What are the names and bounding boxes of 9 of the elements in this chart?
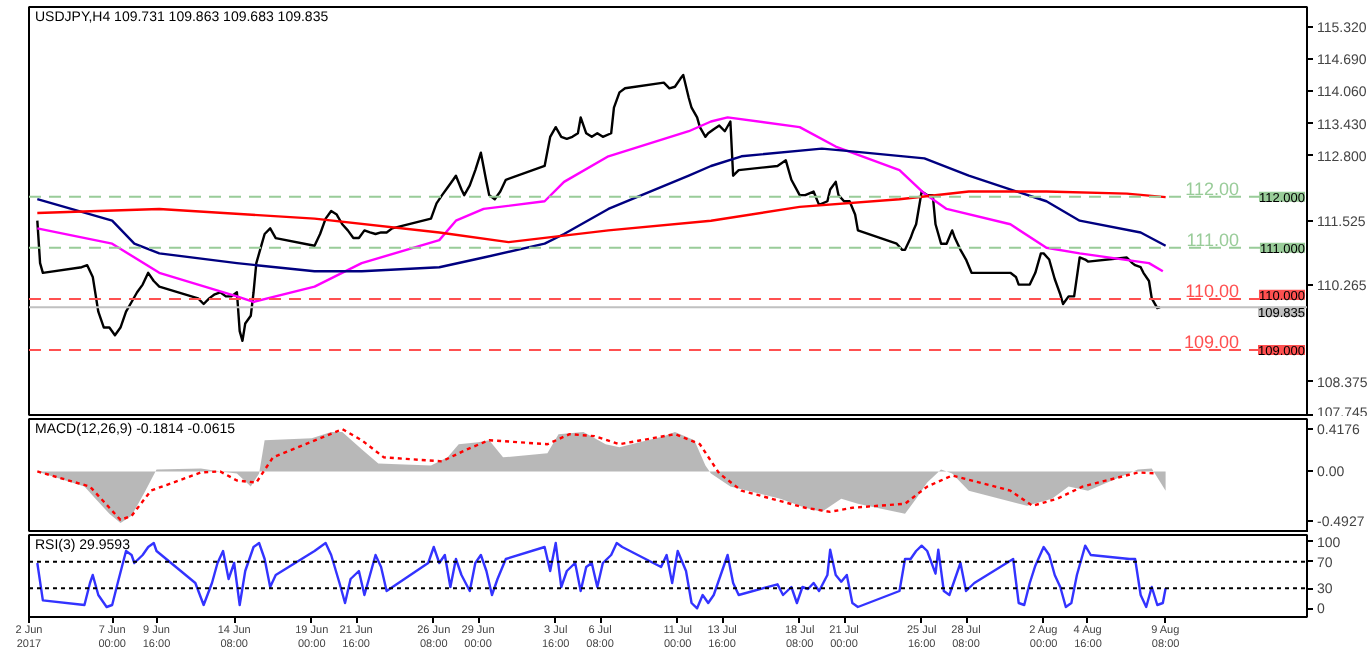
line-series <box>36 147 1167 273</box>
ref-line-label: 110.00 <box>1185 280 1239 301</box>
line-series <box>36 541 1167 610</box>
ref-line-label: 111.00 <box>1186 229 1240 250</box>
line-series <box>36 190 1167 244</box>
line-series <box>36 73 1162 343</box>
ref-line-label: 112.00 <box>1185 178 1239 199</box>
ref-line-label: 109.00 <box>1183 332 1240 353</box>
line-series <box>36 116 1165 304</box>
